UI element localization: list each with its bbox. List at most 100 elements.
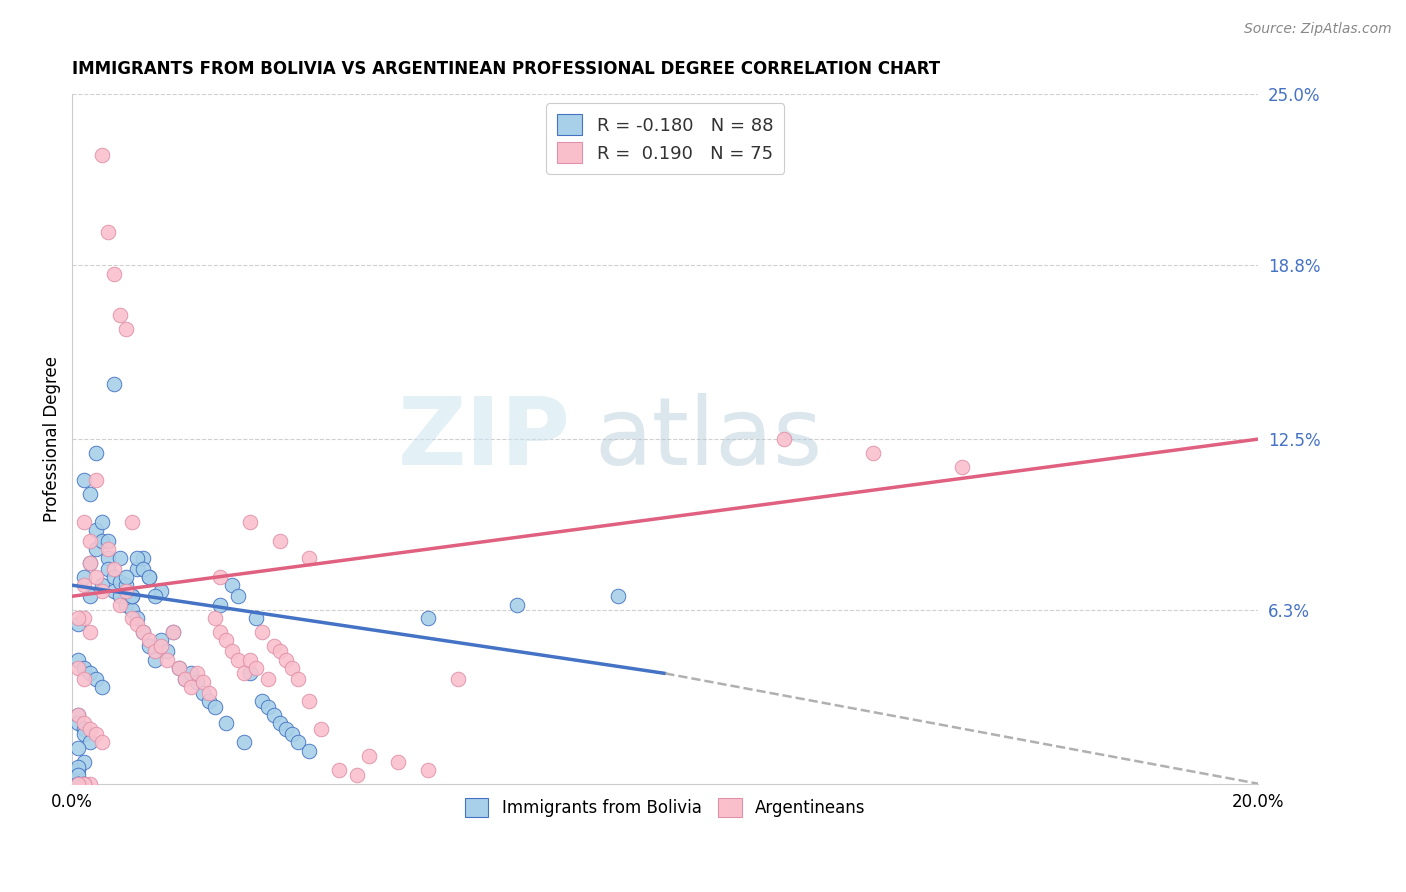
Point bbox=[186, 666, 208, 681]
Point bbox=[108, 598, 131, 612]
Point bbox=[114, 583, 136, 598]
Point bbox=[215, 716, 238, 731]
Point bbox=[79, 487, 101, 501]
Point bbox=[73, 474, 96, 488]
Point bbox=[138, 570, 160, 584]
Point bbox=[606, 589, 628, 603]
Point bbox=[67, 777, 90, 791]
Point bbox=[97, 225, 120, 239]
Point bbox=[90, 515, 112, 529]
Point bbox=[103, 562, 125, 576]
Point bbox=[90, 680, 112, 694]
Point bbox=[773, 432, 796, 446]
Point bbox=[103, 583, 125, 598]
Point bbox=[346, 768, 368, 782]
Point bbox=[162, 625, 184, 640]
Point bbox=[90, 534, 112, 549]
Point bbox=[79, 589, 101, 603]
Point bbox=[132, 625, 155, 640]
Point bbox=[269, 644, 291, 658]
Point bbox=[108, 308, 131, 322]
Point bbox=[245, 611, 267, 625]
Point bbox=[84, 523, 107, 537]
Point bbox=[150, 583, 173, 598]
Point bbox=[90, 735, 112, 749]
Text: ZIP: ZIP bbox=[398, 393, 571, 485]
Point bbox=[950, 459, 973, 474]
Point bbox=[67, 616, 90, 631]
Point bbox=[73, 727, 96, 741]
Point bbox=[73, 755, 96, 769]
Point bbox=[167, 661, 190, 675]
Point bbox=[97, 550, 120, 565]
Point bbox=[180, 666, 202, 681]
Point bbox=[167, 661, 190, 675]
Point bbox=[127, 616, 149, 631]
Point bbox=[287, 735, 309, 749]
Point bbox=[97, 534, 120, 549]
Point bbox=[121, 603, 143, 617]
Point bbox=[73, 777, 96, 791]
Point bbox=[311, 722, 333, 736]
Point bbox=[257, 672, 280, 686]
Point bbox=[506, 598, 529, 612]
Point bbox=[84, 446, 107, 460]
Point bbox=[97, 562, 120, 576]
Point bbox=[257, 699, 280, 714]
Point bbox=[108, 550, 131, 565]
Point bbox=[90, 148, 112, 162]
Point bbox=[132, 562, 155, 576]
Point bbox=[79, 666, 101, 681]
Point bbox=[209, 625, 232, 640]
Point bbox=[84, 727, 107, 741]
Point bbox=[138, 639, 160, 653]
Point bbox=[67, 716, 90, 731]
Point bbox=[90, 578, 112, 592]
Point bbox=[274, 653, 297, 667]
Point bbox=[239, 653, 262, 667]
Point bbox=[73, 777, 96, 791]
Point bbox=[156, 644, 179, 658]
Point bbox=[73, 672, 96, 686]
Point bbox=[67, 661, 90, 675]
Point bbox=[298, 694, 321, 708]
Point bbox=[416, 763, 439, 777]
Point bbox=[121, 515, 143, 529]
Point bbox=[233, 735, 256, 749]
Point bbox=[357, 749, 380, 764]
Point bbox=[108, 575, 131, 590]
Point bbox=[221, 578, 243, 592]
Point bbox=[328, 763, 350, 777]
Point bbox=[103, 376, 125, 391]
Point bbox=[245, 661, 267, 675]
Point bbox=[143, 644, 166, 658]
Point bbox=[204, 611, 226, 625]
Point bbox=[79, 625, 101, 640]
Point bbox=[121, 611, 143, 625]
Point bbox=[97, 542, 120, 557]
Point bbox=[67, 740, 90, 755]
Point bbox=[298, 550, 321, 565]
Point bbox=[127, 611, 149, 625]
Point bbox=[263, 707, 285, 722]
Point bbox=[221, 644, 243, 658]
Point bbox=[156, 653, 179, 667]
Point bbox=[191, 686, 214, 700]
Point bbox=[162, 625, 184, 640]
Point bbox=[79, 534, 101, 549]
Text: atlas: atlas bbox=[595, 393, 823, 485]
Point bbox=[90, 583, 112, 598]
Point bbox=[121, 589, 143, 603]
Point bbox=[67, 777, 90, 791]
Point bbox=[73, 777, 96, 791]
Point bbox=[239, 666, 262, 681]
Point bbox=[138, 570, 160, 584]
Point bbox=[103, 267, 125, 281]
Point bbox=[174, 672, 197, 686]
Point bbox=[239, 515, 262, 529]
Point bbox=[197, 694, 219, 708]
Point bbox=[197, 686, 219, 700]
Point bbox=[108, 589, 131, 603]
Point bbox=[73, 570, 96, 584]
Point bbox=[143, 653, 166, 667]
